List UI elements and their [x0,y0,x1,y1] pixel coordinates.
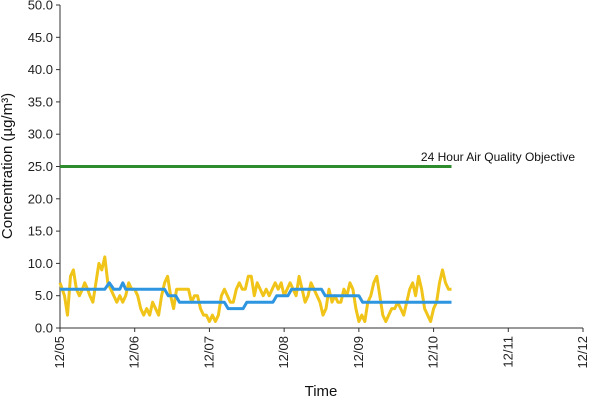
x-axis-title: Time [305,383,338,400]
x-tick-label: 12/12 [575,336,590,369]
series-line-yellow [58,255,452,323]
y-tick-label: 20.0 [28,191,53,206]
series-line-blue [60,281,452,311]
x-tick-label: 12/07 [201,336,216,369]
y-tick-label: 15.0 [28,224,53,239]
x-tick-label: 12/08 [276,336,291,369]
y-tick-label: 30.0 [28,127,53,142]
x-ticks: 12/05 12/06 12/07 12/08 12/09 12/10 12/11 12/12 [52,328,590,369]
y-axis-title: Concentration (µg/m³) [0,93,16,239]
y-tick-label: 35.0 [28,94,53,109]
y-tick-label: 10.0 [28,256,53,271]
series-layer [58,165,452,323]
x-tick-label: 12/10 [426,336,441,369]
x-tick-label: 12/06 [127,336,142,369]
x-tick-label: 12/05 [52,336,67,369]
y-tick-label: 50.0 [28,0,53,13]
y-tick-label: 0.0 [35,321,53,336]
y-ticks: 0.0 5.0 10.0 15.0 20.0 25.0 30.0 35.0 40.0 45.0 50… [28,0,60,336]
y-tick-label: 45.0 [28,30,53,45]
objective-annotation: 24 Hour Air Quality Objective [421,150,575,164]
y-tick-label: 5.0 [35,288,53,303]
x-tick-label: 12/11 [500,336,515,368]
y-tick-label: 40.0 [28,62,53,77]
x-tick-label: 12/09 [351,336,366,369]
y-tick-label: 25.0 [28,159,53,174]
